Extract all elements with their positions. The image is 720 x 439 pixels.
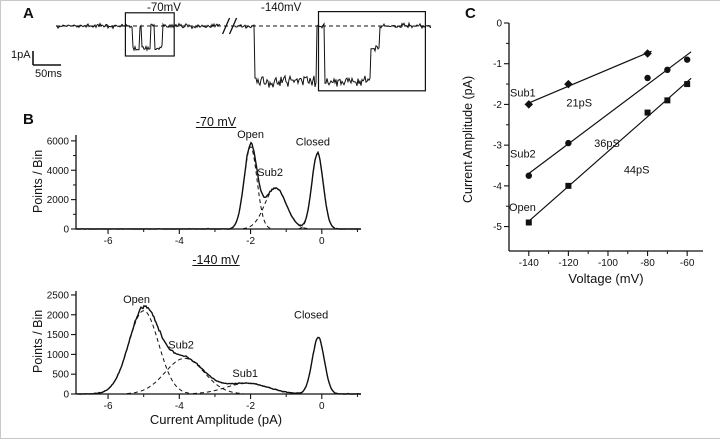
svg-text:6000: 6000 <box>47 136 70 147</box>
svg-text:Open: Open <box>237 129 264 141</box>
svg-text:0: 0 <box>319 236 325 247</box>
svg-text:4000: 4000 <box>47 166 70 177</box>
svg-text:-4: -4 <box>175 401 184 412</box>
scalebar-current-label: 1pA <box>11 49 31 61</box>
svg-text:2000: 2000 <box>47 310 70 321</box>
panel-a-trace-plot <box>32 11 432 92</box>
histogram-minus70: -6 -4 -2 0 0 2000 4000 6000 Open Sub2 Closed <box>47 129 362 247</box>
svg-text:21pS: 21pS <box>566 97 592 109</box>
svg-text:-6: -6 <box>104 236 113 247</box>
histogram-140-title: -140 mV <box>192 253 240 267</box>
svg-text:-6: -6 <box>104 401 113 412</box>
svg-text:1500: 1500 <box>47 330 70 341</box>
svg-text:-5: -5 <box>493 222 502 233</box>
iv-plot: -140 -120 -100 -80 -60 0 -1 -2 -3 -4 -5 Sub1 21pS Sub… <box>493 19 703 269</box>
histogram-minus140: -6 -4 -2 0 0 500 1000 1500 2000 2500 Open Sub2 Sub1 C… <box>47 290 361 412</box>
svg-text:Sub2: Sub2 <box>510 148 536 160</box>
scalebar-time-label: 50ms <box>35 68 62 80</box>
voltage-xlabel: Voltage (mV) <box>568 271 644 286</box>
svg-text:1000: 1000 <box>47 350 70 361</box>
panel-b-label: B <box>23 111 34 128</box>
svg-text:0: 0 <box>63 225 69 236</box>
voltage-annotation-70: -70mV <box>147 2 181 14</box>
svg-text:-4: -4 <box>493 181 502 192</box>
svg-text:-2: -2 <box>246 401 255 412</box>
histogram-70-title: -70 mV <box>195 115 237 129</box>
voltage-annotation-140: -140mV <box>261 2 302 14</box>
svg-text:Closed: Closed <box>296 136 330 148</box>
svg-text:-2: -2 <box>246 236 255 247</box>
svg-text:-60: -60 <box>680 258 695 269</box>
svg-text:Sub1: Sub1 <box>510 87 536 99</box>
svg-text:Sub1: Sub1 <box>232 368 258 380</box>
svg-text:-2: -2 <box>493 100 502 111</box>
svg-text:44pS: 44pS <box>624 165 650 177</box>
svg-text:Open: Open <box>509 202 536 214</box>
svg-text:2000: 2000 <box>47 195 70 206</box>
svg-text:0: 0 <box>63 390 69 401</box>
svg-text:Sub2: Sub2 <box>168 339 194 351</box>
svg-text:Open: Open <box>123 294 150 306</box>
svg-text:-100: -100 <box>598 258 618 269</box>
svg-text:0: 0 <box>496 19 502 30</box>
panel-a-label: A <box>23 5 34 22</box>
svg-text:-4: -4 <box>175 236 184 247</box>
svg-text:-1: -1 <box>493 59 502 70</box>
panel-c-label: C <box>465 5 476 22</box>
svg-text:500: 500 <box>52 370 69 381</box>
svg-text:-120: -120 <box>558 258 578 269</box>
svg-text:2500: 2500 <box>47 290 70 301</box>
svg-text:-3: -3 <box>493 141 502 152</box>
current-amplitude-xlabel: Current Amplitude (pA) <box>149 412 283 427</box>
svg-text:-140: -140 <box>519 258 539 269</box>
svg-text:-80: -80 <box>640 258 655 269</box>
svg-text:0: 0 <box>319 401 325 412</box>
svg-text:Closed: Closed <box>294 310 328 322</box>
svg-text:Sub2: Sub2 <box>257 167 283 179</box>
